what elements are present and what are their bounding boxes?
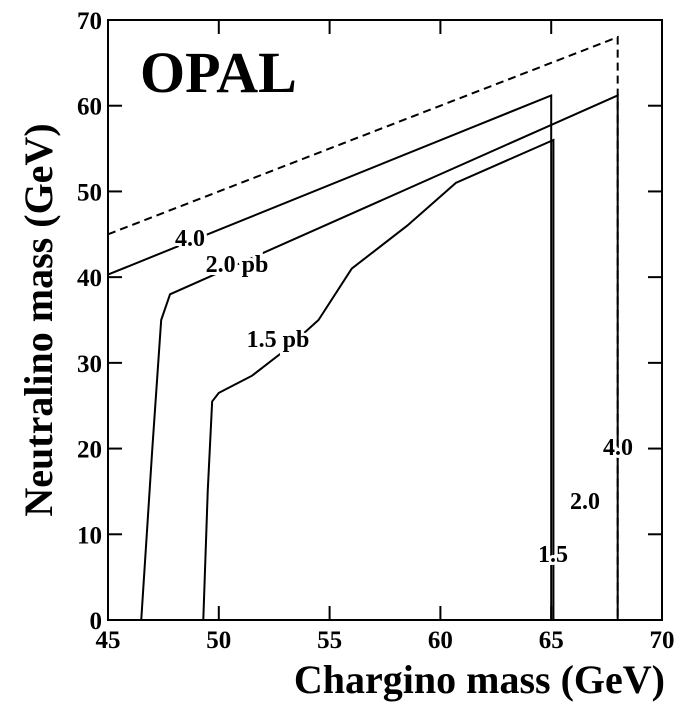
x-axis-label: Chargino mass (GeV)	[294, 657, 665, 702]
y-tick-label: 20	[77, 437, 102, 464]
x-tick-label: 60	[428, 627, 453, 654]
x-tick-label: 45	[96, 627, 121, 654]
contour-label: 1.5	[538, 542, 568, 568]
y-tick-label: 40	[77, 265, 102, 292]
y-tick-label: 10	[77, 522, 102, 549]
y-tick-label: 70	[77, 8, 102, 35]
x-tick-label: 65	[539, 627, 564, 654]
y-tick-label: 60	[77, 94, 102, 121]
plot-frame	[107, 19, 663, 621]
contour-label: 4.0	[603, 435, 633, 461]
contour-label: 4.0	[175, 226, 205, 252]
x-tick-label: 70	[650, 627, 675, 654]
y-tick-label: 30	[77, 351, 102, 378]
contour-line	[140, 93, 619, 621]
x-tick-label: 50	[206, 627, 231, 654]
contour-label: 1.5 pb	[247, 327, 310, 353]
contour-label: 2.0	[570, 489, 600, 515]
contour-line	[107, 93, 553, 620]
contour-line	[202, 138, 555, 621]
x-tick-label: 55	[317, 627, 342, 654]
y-tick-label: 0	[90, 608, 103, 635]
chart-title: OPAL	[140, 40, 297, 105]
y-axis-label: Neutralino mass (GeV)	[16, 123, 61, 516]
contour-line	[107, 35, 619, 620]
y-tick-label: 50	[77, 179, 102, 206]
contour-label: 2.0 pb	[206, 252, 269, 278]
